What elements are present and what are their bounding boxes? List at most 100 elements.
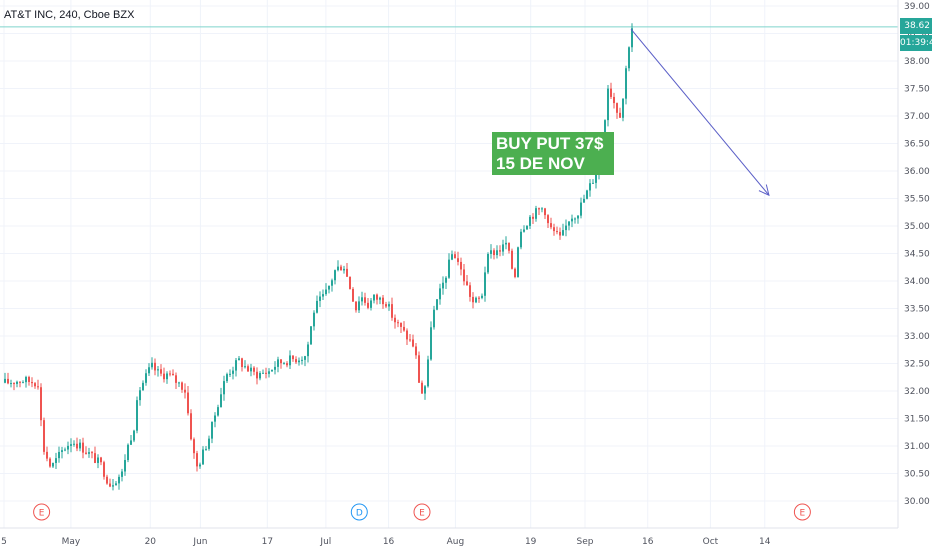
time-tick-label: Jun [192,537,207,547]
candle-body [172,373,174,376]
candle-body [481,295,483,298]
candle-body [451,254,453,260]
candle-body [379,297,381,300]
candle-body [142,382,144,391]
candle-body [388,304,390,307]
candle-body [502,244,504,252]
candle-body [538,208,540,210]
candle-body [49,458,51,467]
candle-body [313,312,315,327]
candle-body [178,382,180,384]
candle-body [94,453,96,463]
event-marker-circle[interactable] [350,503,368,521]
candle-body [535,208,537,219]
candle-body [34,383,36,387]
candle-body [499,250,501,252]
candle-body [67,445,69,450]
candle-body [508,242,510,251]
trade-note-line1: BUY PUT 37$ [496,134,604,153]
candle-body [355,301,357,311]
candle-body [85,452,87,454]
time-tick-label: Oct [703,537,719,547]
event-marker-label: E [39,509,45,519]
trade-note-label[interactable]: BUY PUT 37$ 15 DE NOV [492,132,614,175]
event-marker-circle[interactable] [793,503,811,521]
symbol-title[interactable]: AT&T INC, 240, Cboe BZX [4,9,135,21]
candle-body [247,366,249,372]
candle-body [130,440,132,445]
candle-body [631,28,633,48]
candle-body [118,476,120,484]
candle-body [187,392,189,414]
event-marker-label: E [419,509,425,519]
candle-body [517,247,519,277]
candle-body [28,376,30,382]
candle-body [229,373,231,375]
candle-body [202,449,204,465]
candle-body [52,462,54,467]
candle-body [76,443,78,449]
candle-body [589,183,591,191]
candle-body [322,294,324,297]
candle-body [253,367,255,372]
time-axis[interactable]: 5 May 20 Jun 17 Jul 16 Aug 19 Sep 16 Oct 14 [1,537,771,547]
price-tick-label: 39.00 [904,2,930,12]
candle-body [544,208,546,216]
candle-body [487,253,489,273]
candle-body [496,250,498,256]
candle-body [442,282,444,289]
time-tick-label: 19 [525,537,537,547]
candle-body [349,276,351,289]
candle-body [415,346,417,356]
event-marker-circle[interactable] [33,503,51,521]
event-marker-circle[interactable] [413,503,431,521]
candle-body [148,367,150,374]
candle-body [586,190,588,199]
price-axis[interactable]: 39.00 38.50 38.00 37.50 37.00 36.50 36.00 35.50… [904,2,930,507]
candle-body [394,317,396,323]
candle-body [616,103,618,113]
candle-body [463,269,465,282]
candle-body [526,225,528,230]
candle-body [7,378,9,384]
candle-body [364,297,366,303]
candle-body [100,457,102,463]
candle-body [217,407,219,416]
trend-arrow-drawing[interactable] [630,28,770,197]
price-tick-label: 33.00 [904,332,930,342]
candle-body [163,373,165,380]
candle-body [157,369,159,371]
candle-body [259,372,261,379]
candle-body [301,359,303,361]
candle-body [244,366,246,368]
candle-body [562,230,564,236]
price-tick-label: 36.50 [904,140,930,150]
candle-body [397,322,399,324]
time-tick-label: Jul [319,537,331,547]
candle-body [292,355,294,360]
candle-body [127,444,129,461]
candle-body [103,462,105,477]
candle-body [88,452,90,454]
candle-body [220,394,222,408]
candle-body [406,330,408,340]
candle-body [475,297,477,303]
candle-body [547,215,549,224]
candle-body [289,355,291,366]
price-tick-label: 32.00 [904,387,930,397]
event-marker-label: D [356,509,363,519]
candle-body [298,360,300,363]
candle-body [205,448,207,450]
candle-body [382,297,384,305]
candle-body [628,47,630,69]
price-tick-label: 30.50 [904,470,930,480]
candle-body [199,464,201,467]
candle-body [151,362,153,368]
price-tick-label: 36.00 [904,167,930,177]
candle-body [214,415,216,422]
candle-body [469,285,471,297]
price-tick-label: 37.50 [904,85,930,95]
candle-body [439,288,441,300]
candle-body [490,250,492,254]
